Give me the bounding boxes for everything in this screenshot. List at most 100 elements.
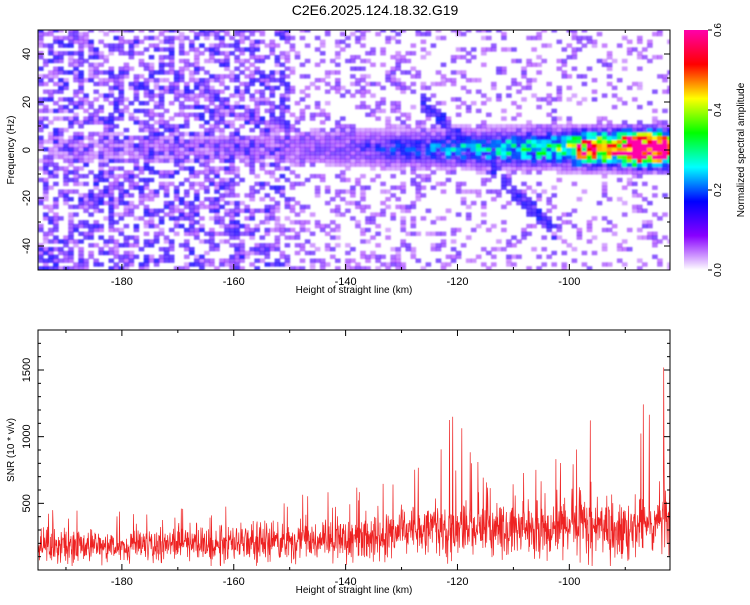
spectrogram-cell — [113, 220, 120, 225]
spectrogram-cell — [284, 143, 291, 148]
spectrogram-cell — [83, 197, 89, 202]
spectrogram-cell — [314, 151, 321, 156]
spectrogram-cell — [390, 158, 396, 163]
spectrogram-cell — [561, 220, 568, 225]
spectrogram-cell — [148, 170, 155, 175]
spectrogram-cell — [455, 55, 462, 60]
spectrogram-cell — [284, 158, 291, 163]
spectrogram-x-axis-label: Height of straight line (km) — [296, 285, 413, 296]
spectrogram-cell — [390, 74, 396, 79]
spectrogram-cell — [194, 220, 200, 225]
spectrogram-cell — [118, 147, 125, 152]
spectrogram-cell — [93, 185, 99, 190]
spectrogram-cell — [173, 93, 180, 98]
spectrogram-cell — [158, 120, 165, 125]
spectrogram-cell — [355, 177, 361, 183]
spectrogram-cell — [199, 135, 205, 140]
spectrogram-cell — [516, 193, 522, 198]
spectrogram-cell — [626, 124, 633, 129]
spectrogram-cell — [138, 120, 145, 125]
spectrogram-cell — [133, 78, 140, 83]
spectrogram-cell — [365, 51, 371, 56]
spectrogram-cell — [113, 266, 120, 270]
spectrogram-cell — [148, 208, 155, 213]
spectrogram-cell — [153, 101, 160, 106]
spectrogram-cell — [224, 112, 230, 117]
spectrogram-cell — [571, 135, 578, 140]
spectrogram-cell — [58, 58, 64, 64]
spectrogram-cell — [224, 185, 230, 190]
spectrogram-cell — [143, 177, 150, 183]
spectrogram-cell — [576, 39, 583, 44]
spectrogram-cell — [380, 200, 386, 206]
spectrogram-cell — [68, 204, 74, 210]
spectrogram-cell — [501, 108, 507, 114]
spectrogram-cell — [209, 239, 215, 244]
spectrogram-cell — [224, 85, 230, 91]
spectrogram-cell — [365, 147, 371, 152]
spectrogram-cell — [455, 31, 462, 37]
spectrogram-cell — [68, 227, 74, 233]
spectrogram-cell — [143, 139, 150, 144]
spectrogram-cell — [566, 43, 573, 48]
spectrogram-cell — [586, 220, 593, 225]
spectrogram-cell — [78, 120, 84, 125]
spectrogram-cell — [78, 231, 84, 236]
spectrogram-cell — [335, 139, 341, 144]
spectrogram-cell — [390, 101, 396, 106]
spectrogram-cell — [390, 162, 396, 167]
spectrogram-cell — [370, 216, 376, 221]
spectrogram-cell — [58, 143, 64, 148]
spectrogram-cell — [345, 243, 351, 248]
spectrogram-cell — [345, 258, 351, 263]
spectrogram-cell — [430, 131, 437, 137]
spectrogram-cell — [606, 166, 613, 171]
spectrogram-cell — [68, 143, 74, 148]
spectrogram-cell — [113, 181, 120, 187]
spectrogram-cell — [73, 120, 79, 125]
spectrogram-cell — [239, 250, 245, 256]
spectrogram-cell — [626, 85, 633, 91]
spectrogram-cell — [148, 89, 155, 94]
spectrogram-cell — [491, 143, 497, 148]
spectrogram-cell — [496, 162, 502, 167]
spectrogram-cell — [340, 143, 346, 148]
spectrogram-cell — [168, 247, 175, 252]
spectrogram-cell — [138, 197, 145, 202]
spectrogram-cell — [264, 227, 271, 233]
spectrogram-cell — [536, 127, 542, 133]
spectrogram-cell — [249, 235, 255, 240]
spectrogram-cell — [536, 135, 542, 140]
spectrogram-cell — [415, 181, 422, 187]
spectrogram-cell — [662, 124, 668, 129]
spectrogram-cell — [637, 151, 643, 156]
spectrogram-cell — [385, 35, 391, 41]
spectrogram-cell — [239, 258, 245, 263]
spectrogram-cell — [133, 151, 140, 156]
spectrogram-cell — [435, 135, 442, 140]
spectrogram-cell — [566, 166, 573, 171]
spectrogram-cell — [400, 139, 406, 144]
spectrogram-cell — [365, 131, 371, 137]
spectrogram-cell — [38, 177, 44, 183]
spectrogram-cell — [108, 135, 115, 140]
spectrogram-cell — [234, 116, 240, 121]
spectrogram-cell — [319, 43, 326, 48]
spectrogram-cell — [314, 47, 321, 52]
spectrogram-cell — [209, 55, 215, 60]
spectrogram-cell — [546, 200, 552, 206]
spectrogram-cell — [340, 197, 346, 202]
spectrogram-cell — [173, 89, 180, 94]
spectrogram-cell — [430, 158, 437, 163]
spectrogram-cell — [173, 197, 180, 202]
spectrogram-cell — [460, 31, 467, 37]
spectrogram-cell — [546, 97, 552, 102]
spectrogram-cell — [103, 81, 109, 87]
spectrogram-cell — [259, 197, 266, 202]
spectrogram-cell — [556, 216, 563, 221]
spectrogram-cell — [219, 51, 225, 56]
spectrogram-cell — [526, 58, 532, 64]
spectrogram-cell — [118, 39, 125, 44]
spectrogram-cell — [148, 223, 155, 229]
